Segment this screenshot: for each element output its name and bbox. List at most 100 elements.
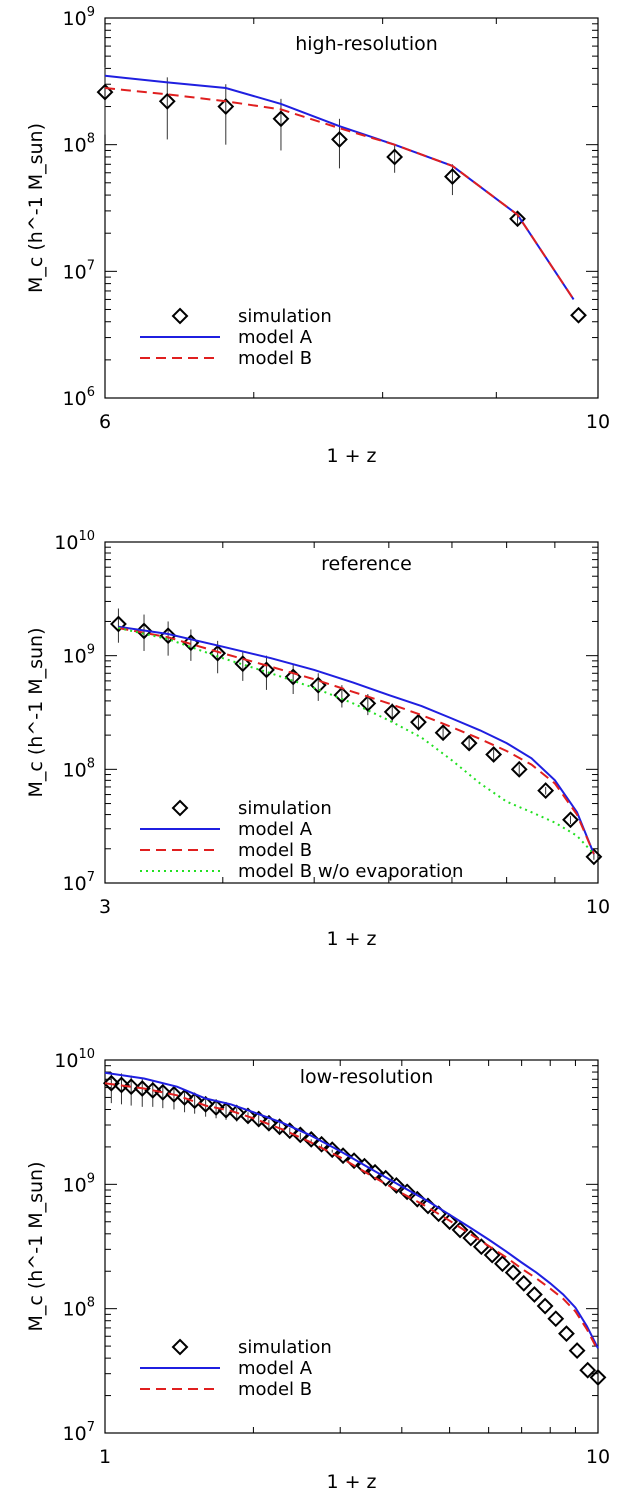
legend-marker: [171, 1338, 189, 1356]
data-point: [356, 1157, 373, 1175]
data-point: [333, 686, 351, 704]
y-tick-label: 108: [63, 132, 95, 157]
data-point: [570, 306, 587, 324]
data-point: [302, 1130, 320, 1148]
data-point: [234, 655, 252, 673]
axes-frame: [104, 541, 599, 884]
data-point: [359, 695, 377, 712]
data-point: [258, 661, 275, 679]
data-point: [323, 1141, 341, 1159]
data-point: [504, 1264, 522, 1282]
data-point: [144, 1081, 162, 1099]
data-point: [562, 811, 579, 829]
data-point: [197, 1095, 215, 1113]
data-point: [537, 782, 555, 800]
data-point: [510, 760, 528, 778]
data-point: [366, 1163, 384, 1181]
data-point: [494, 1255, 511, 1273]
axes-frame: [104, 1059, 599, 1434]
data-point: [313, 1135, 331, 1153]
data-point: [331, 131, 348, 148]
data-point: [217, 98, 235, 115]
legend-label: model B: [238, 840, 312, 861]
series-line-model-a: [104, 1071, 599, 1349]
series-line-model-b: [104, 87, 575, 300]
data-point: [509, 210, 526, 228]
legend-marker: [171, 307, 189, 325]
x-tick-label: 10: [586, 896, 610, 918]
y-tick-label: 109: [63, 1171, 95, 1196]
legend-label: model B: [238, 348, 312, 369]
data-point: [133, 1080, 151, 1097]
legend-marker: [171, 799, 189, 817]
data-point: [154, 1083, 172, 1101]
data-point: [515, 1274, 533, 1292]
data-point: [485, 746, 503, 763]
legend-label: model A: [238, 819, 313, 840]
chart-title: reference: [321, 553, 412, 575]
data-point: [398, 1183, 416, 1201]
legend-label: model A: [238, 1358, 313, 1379]
chart-title: low-resolution: [300, 1066, 434, 1088]
data-point: [377, 1169, 395, 1187]
y-tick-label: 108: [63, 1296, 95, 1321]
data-point: [410, 713, 427, 731]
data-point: [536, 1297, 554, 1315]
data-point: [217, 1101, 235, 1119]
y-tick-label: 107: [63, 870, 95, 895]
data-point: [239, 1107, 257, 1125]
y-tick-label: 107: [63, 258, 95, 283]
data-point: [186, 1092, 204, 1110]
data-point: [207, 1099, 225, 1116]
data-point: [345, 1152, 363, 1170]
data-point: [558, 1325, 575, 1343]
series-line-model-b: [104, 1082, 599, 1352]
legend-label: simulation: [238, 1337, 332, 1358]
x-axis-label: 1 + z: [326, 445, 376, 467]
legend-label: simulation: [238, 798, 332, 819]
y-tick-label: 1010: [54, 1047, 95, 1072]
y-tick-label: 106: [63, 385, 95, 410]
data-point: [386, 148, 404, 166]
x-tick-label: 6: [99, 411, 111, 433]
series-line-model-b-w-o-evaporation: [118, 627, 595, 855]
x-axis-label: 1 + z: [326, 1471, 376, 1493]
data-point: [441, 1213, 459, 1231]
axes-frame: [104, 17, 599, 399]
legend-label: model A: [238, 327, 313, 348]
data-point: [579, 1361, 597, 1379]
data-point: [135, 622, 153, 640]
legend-label: model B: [238, 1379, 312, 1400]
data-point: [383, 703, 401, 721]
data-point: [176, 1089, 193, 1106]
chart-panel-1: 106 107 108 109 6 10 1 + z M_c (h^-1 M_sun) high…: [25, 5, 610, 467]
y-axis-label: M_c (h^-1 M_sun): [25, 123, 47, 293]
data-point: [102, 1074, 120, 1092]
chart-panel-3: 107 108 109 1010 1 10 1 + z M_c (h^-1 M_sun) low…: [25, 1047, 610, 1493]
data-point: [96, 83, 114, 101]
legend-label: simulation: [238, 306, 332, 327]
data-point: [158, 92, 176, 110]
data-point: [165, 1085, 183, 1103]
data-point: [568, 1342, 586, 1360]
data-point: [434, 724, 452, 742]
y-tick-label: 1010: [54, 529, 95, 554]
series-line-model-a: [104, 74, 575, 300]
series-line-model-b: [118, 627, 595, 855]
data-point: [110, 615, 127, 633]
data-point: [113, 1076, 130, 1094]
data-point: [585, 848, 603, 866]
y-tick-label: 107: [63, 1420, 95, 1445]
y-tick-label: 108: [63, 756, 95, 781]
data-point: [547, 1310, 565, 1328]
data-point: [122, 1078, 140, 1096]
y-axis-label: M_c (h^-1 M_sun): [25, 1161, 47, 1331]
x-tick-label: 10: [586, 411, 610, 433]
data-point: [260, 1114, 278, 1132]
chart-title: high-resolution: [295, 33, 438, 55]
chart-panel-2: 107 108 109 1010 3 10 1 + z M_c (h^-1 M_sun) ref…: [25, 529, 610, 950]
series-line-model-a: [118, 625, 595, 855]
data-point: [525, 1286, 543, 1303]
